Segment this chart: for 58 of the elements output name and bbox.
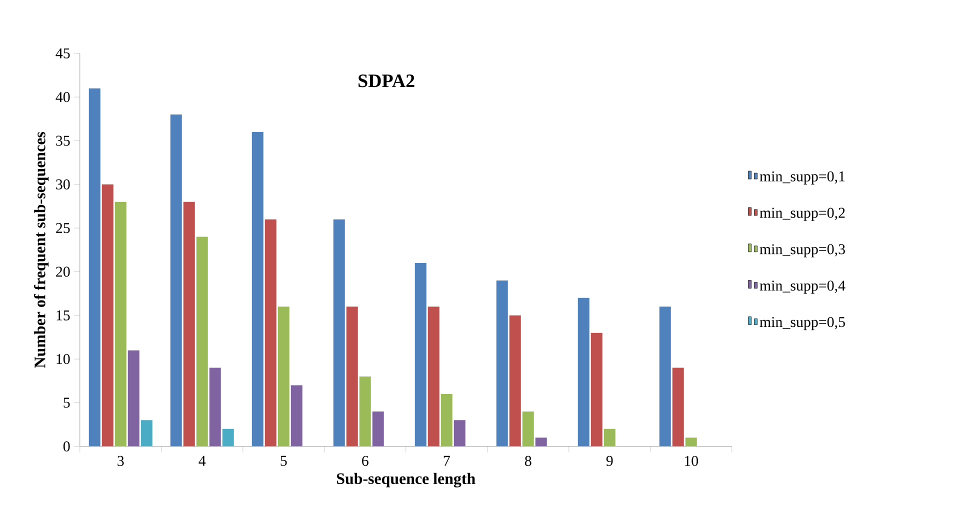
bar xyxy=(496,280,508,446)
legend-label: min_supp=0,3 xyxy=(760,244,845,258)
bar xyxy=(170,114,182,446)
bar xyxy=(522,411,534,446)
bar xyxy=(114,202,126,446)
x-tick-label: 7 xyxy=(444,456,450,466)
y-tick-label: 5 xyxy=(64,398,70,408)
bar xyxy=(333,219,345,446)
bar xyxy=(346,306,358,446)
bar xyxy=(359,376,371,446)
bar xyxy=(372,411,384,446)
legend-label: min_supp=0,5 xyxy=(760,317,845,330)
y-tick-label: 20 xyxy=(56,266,70,277)
bar xyxy=(604,428,616,446)
bar xyxy=(685,438,697,446)
bar xyxy=(128,350,140,446)
legend-label: min_supp=0,2 xyxy=(760,208,845,221)
y-tick-label: 35 xyxy=(56,136,70,146)
legend-label: min_supp=0,1 xyxy=(760,171,845,184)
bar xyxy=(590,332,602,446)
y-axis-title: Number of frequent sub-sequences xyxy=(34,132,49,368)
bar xyxy=(659,306,671,446)
x-tick-label: 10 xyxy=(684,456,698,466)
bar xyxy=(183,202,195,446)
y-tick-label: 45 xyxy=(56,48,70,58)
y-tick-label: 30 xyxy=(56,179,70,190)
x-tick-label: 6 xyxy=(362,456,368,466)
legend-label: min_supp=0,4 xyxy=(760,280,846,294)
y-tick-label: 25 xyxy=(56,223,70,234)
bar xyxy=(509,315,521,446)
bar xyxy=(252,132,264,446)
x-tick-label: 5 xyxy=(280,456,287,466)
bar xyxy=(222,428,234,446)
y-tick-label: 10 xyxy=(56,354,70,364)
bar xyxy=(88,88,100,446)
bar xyxy=(578,298,590,446)
bar xyxy=(264,219,276,446)
bar xyxy=(535,438,547,446)
y-tick-label: 40 xyxy=(56,92,70,102)
bar xyxy=(414,262,426,446)
bar xyxy=(454,420,466,446)
bar xyxy=(672,368,684,446)
x-tick-label: 9 xyxy=(606,456,613,466)
text: SDPA2 xyxy=(358,74,414,88)
y-tick-label: 0 xyxy=(63,441,70,452)
bar xyxy=(196,236,208,446)
x-tick-label: 8 xyxy=(524,456,532,466)
x-tick-label: 3 xyxy=(118,456,124,466)
bar xyxy=(290,385,302,446)
x-tick-label: 4 xyxy=(198,456,206,466)
bar xyxy=(278,306,290,446)
y-tick-label: 15 xyxy=(56,310,70,320)
bar xyxy=(140,420,152,446)
bar xyxy=(428,306,440,446)
bar xyxy=(209,368,221,446)
bar xyxy=(440,394,452,446)
x-axis-title: Sub-sequence length xyxy=(336,472,476,488)
bar xyxy=(102,184,114,446)
